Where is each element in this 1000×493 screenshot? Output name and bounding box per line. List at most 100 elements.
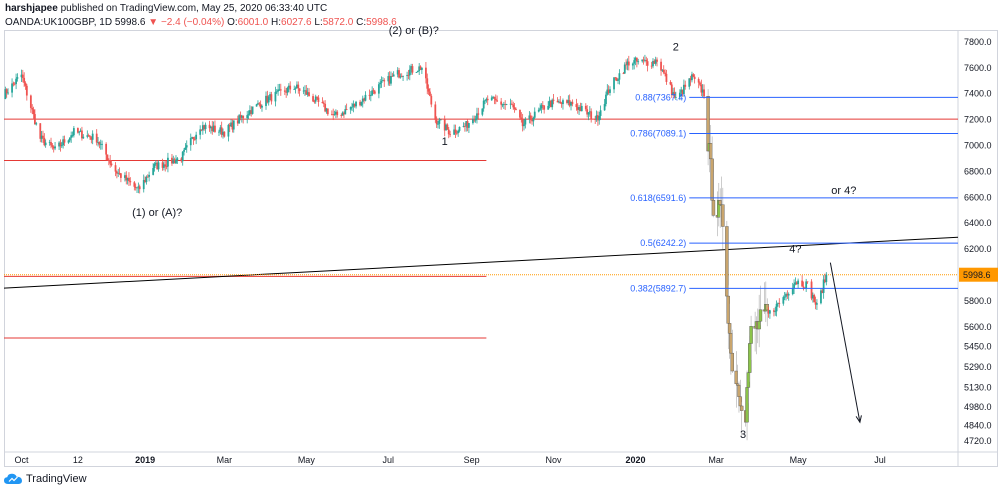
brand-name[interactable]: TradingView [26, 473, 87, 485]
candle-body [539, 108, 542, 110]
candle-body [11, 83, 13, 93]
candle-body [372, 90, 375, 92]
candle-body [68, 137, 71, 141]
candle-body [218, 131, 220, 133]
candle-body [222, 131, 224, 135]
candle-body [95, 133, 98, 143]
candle-body [153, 163, 156, 168]
candle-body [399, 76, 402, 78]
candle-body [13, 83, 16, 85]
candle-body [782, 297, 785, 304]
candle-body [806, 281, 809, 283]
candle-body [294, 88, 297, 90]
candle-body [711, 199, 716, 216]
close-value: 5998.6 [366, 17, 397, 28]
candle-body [184, 147, 187, 150]
candle-body [39, 123, 42, 139]
candle-body [359, 101, 361, 106]
candle-body [236, 120, 239, 124]
footer: TradingView [4, 473, 87, 485]
candle-body [730, 352, 734, 372]
candle-body [795, 282, 798, 285]
candle-body [703, 89, 705, 97]
candle-body [79, 130, 82, 132]
fib-level-label: 0.618(6591.6) [630, 193, 686, 203]
candle-body [302, 90, 305, 92]
candle-body [63, 139, 66, 143]
y-tick-label: 6800.0 [964, 166, 992, 176]
candle-body [101, 143, 103, 145]
candle-body [778, 303, 781, 304]
candle-body [368, 94, 371, 96]
candle-body [62, 139, 65, 146]
candle-body [29, 95, 32, 108]
low-value: 5872.0 [322, 17, 354, 28]
candle-body [377, 84, 380, 94]
candle-body [669, 81, 672, 85]
candle-body [408, 69, 411, 76]
symbol-label[interactable]: OANDA:UK100GBP, 1D [5, 17, 113, 28]
candle-body [595, 115, 598, 120]
y-tick-label: 5290.0 [964, 362, 992, 372]
candle-body [559, 101, 562, 104]
candle-body [625, 64, 628, 66]
candle-body [97, 142, 99, 143]
candle-body [387, 76, 390, 82]
candle-body [599, 110, 602, 116]
candle-body [810, 281, 813, 299]
wave-annotation: (2) or (B)? [389, 25, 439, 37]
candle-body [60, 145, 63, 147]
candle-body [195, 134, 198, 140]
candle-body [709, 143, 713, 160]
candle-body [594, 119, 597, 120]
author-name[interactable]: harshjapee [5, 3, 58, 14]
candle-body [737, 384, 741, 397]
candle-body [439, 119, 442, 121]
candle-body [700, 84, 703, 93]
candle-body [317, 97, 320, 102]
candle-body [584, 105, 587, 110]
candle-body [363, 98, 366, 101]
candle-body [481, 108, 484, 115]
candle-body [78, 131, 81, 133]
candle-body [825, 274, 828, 282]
candle-body [15, 78, 17, 85]
candle-body [509, 103, 512, 105]
x-tick-label: May [790, 455, 808, 465]
candle-body [821, 290, 824, 293]
candle-body [552, 99, 555, 101]
candle-body [485, 98, 488, 101]
candle-body [361, 98, 364, 102]
candle-body [635, 57, 638, 62]
y-tick-label: 5450.0 [964, 341, 992, 351]
candle-body [349, 107, 352, 110]
candle-body [312, 96, 314, 102]
fib-level-label: 0.382(5892.7) [630, 283, 686, 293]
candle-body [745, 387, 749, 423]
price-change: −2.4 (−0.04%) [160, 17, 225, 28]
candle-body [54, 146, 56, 149]
candle-body [578, 107, 580, 110]
candle-body [156, 162, 159, 170]
candle-body [501, 104, 504, 106]
candle-body [332, 114, 335, 116]
candle-body [308, 92, 310, 97]
candle-body [180, 158, 183, 162]
candle-body [520, 117, 523, 119]
candle-body [283, 90, 286, 92]
candle-body [400, 76, 403, 78]
y-tick-label: 7200.0 [964, 115, 992, 125]
publish-line: harshjapee published on TradingView.com,… [5, 2, 397, 16]
candle-body [152, 167, 155, 175]
candle-body [445, 124, 447, 131]
candle-body [813, 295, 816, 303]
candle-body [145, 176, 148, 182]
candle-body [541, 105, 544, 107]
candle-body [119, 173, 122, 178]
candle-body [396, 70, 399, 75]
candle-body [504, 104, 507, 105]
last-price-tag [959, 267, 998, 282]
candle-body [623, 64, 626, 74]
candle-body [462, 126, 465, 127]
